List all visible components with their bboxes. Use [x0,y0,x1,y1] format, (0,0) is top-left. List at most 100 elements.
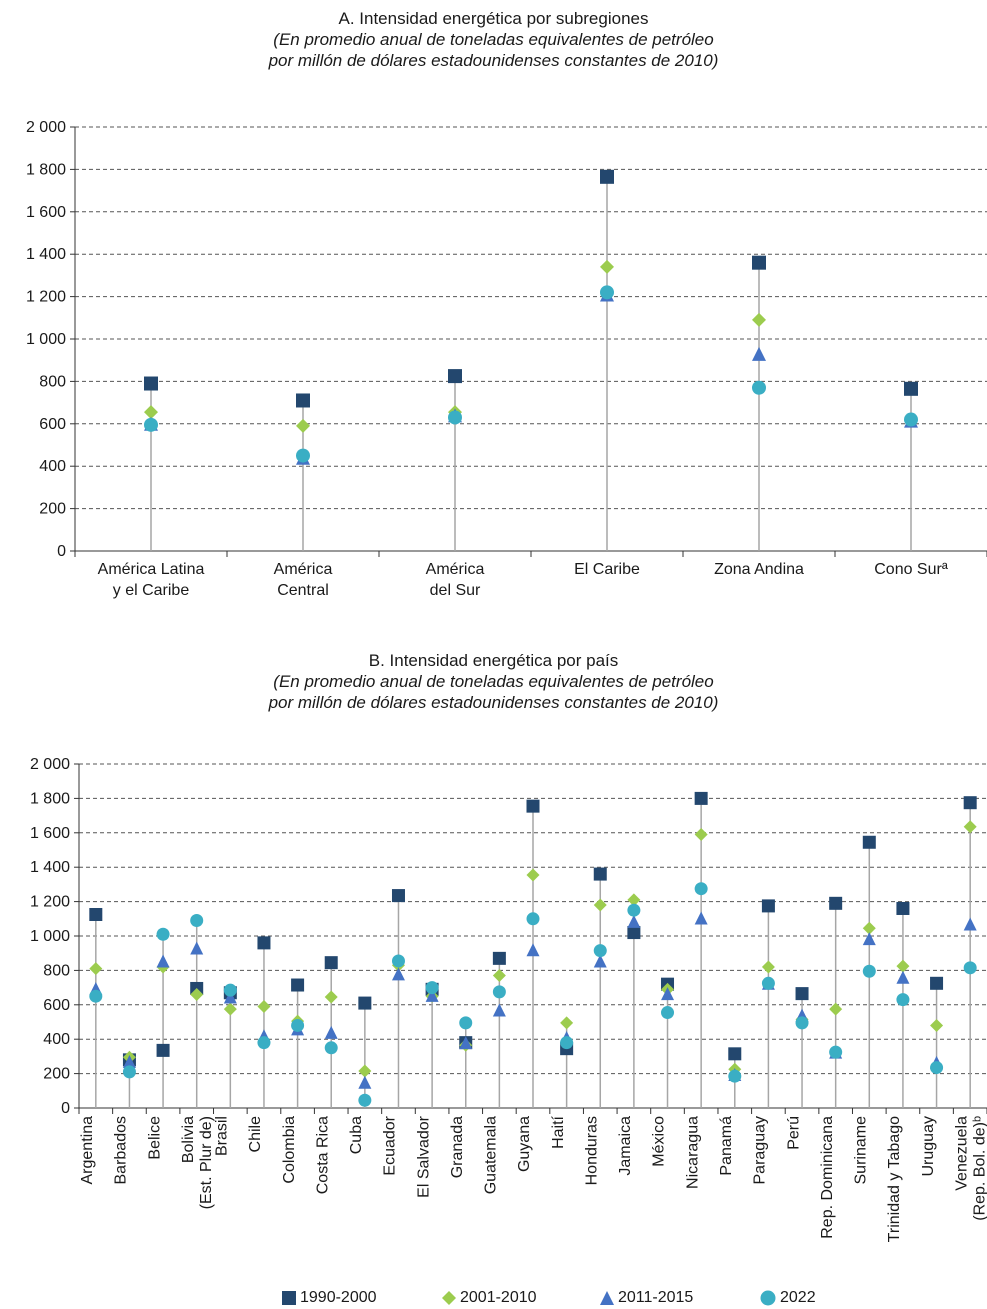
chart-b-category-label: Trinidad y Tabago [886,1116,903,1242]
chart-b-marker-2001-2010-guatemala [492,969,506,983]
chart-b-marker-2022-el-salvador [425,981,439,995]
chart-b-category-label: Haití [550,1115,567,1148]
chart-b-category-label: (Rep. Bol. de)ᵇ [971,1116,987,1221]
chart-b-marker-2022-barbados [122,1065,136,1079]
chart-b-category-label: Bolivia [180,1116,197,1163]
chart-b-marker-2001-2010-honduras [593,898,607,912]
chart-b-marker-1990-2000-peru [795,987,809,1001]
chart-a-category-label: Central [277,582,329,599]
chart-b-subtitle-line-1: (En promedio anual de toneladas equivale… [273,672,714,691]
chart-b-marker-2001-2010-venezuela [963,820,977,834]
chart-b-marker-2011-2015-nicaragua [694,911,708,925]
chart-a-category-label: del Sur [430,582,481,599]
chart-b-marker-2022-guatemala [492,985,506,999]
chart-b-marker-2022-honduras [593,944,607,958]
chart-b-marker-2011-2015-guyana [526,943,540,957]
chart-b-y-tick-label: 1 400 [30,859,70,876]
legend: 1990-2000 2001-2010 2011-2015 2022 [0,1287,987,1309]
chart-a-marker-1990-2000-cono-sur [904,381,918,396]
chart-b-category-label: Argentina [79,1116,96,1185]
chart-b-marker-2001-2010-suriname [862,921,876,935]
legend-item-2011-2015: 2011-2015 [600,1287,693,1309]
chart-b-marker-2001-2010-costa-rica [324,990,338,1004]
chart-b-category-label: Granada [449,1116,466,1178]
chart-a-y-tick-label: 800 [39,373,66,390]
chart-b-y-tick-label: 200 [43,1066,70,1083]
chart-b-marker-2022-suriname [862,964,876,978]
chart-b-marker-1990-2000-nicaragua [694,791,708,805]
chart-b-marker-2022-uruguay [930,1061,944,1075]
chart-a-subtitle-line-2: por millón de dólares estadounidenses co… [268,51,719,70]
chart-b-marker-2022-colombia [291,1018,305,1032]
chart-b-marker-2022-granada [459,1016,473,1030]
chart-b-marker-2022-jamaica [627,903,641,917]
chart-a-marker-2001-2010-el-caribe [600,259,614,274]
legend-diamond-marker [442,1291,456,1305]
chart-a-y-tick-label: 2 000 [26,119,66,136]
chart-b-marker-2022-paraguay [761,976,775,990]
chart-a-title-block: A. Intensidad energética por subregiones… [0,8,987,71]
chart-b-category-label: Nicaragua [684,1116,701,1189]
chart-a-marker-2022-el-caribe [600,285,614,300]
chart-b-marker-2022-panama [728,1069,742,1083]
chart-b-marker-2011-2015-jamaica [627,914,641,928]
chart-b-marker-2022-nicaragua [694,882,708,896]
chart-b-category-label: Perú [785,1116,802,1150]
chart-b-marker-2011-2015-trinidad-y-tabago [896,970,910,984]
chart-a-marker-2011-2015-zona-andina [752,346,766,361]
chart-b-marker-2022-peru [795,1016,809,1030]
chart-b-category-label: Uruguay [920,1116,937,1176]
chart-b-marker-2011-2015-granada [459,1036,473,1050]
chart-a-marker-2022-america-latina [144,417,158,432]
chart-a-marker-1990-2000-zona-andina [752,255,766,270]
legend-item-2001-2010: 2001-2010 [442,1287,537,1309]
chart-b-category-label: Honduras [583,1116,600,1185]
chart-b-marker-1990-2000-cuba [358,996,372,1010]
chart-b-marker-2011-2015-costa-rica [324,1025,338,1039]
chart-b-marker-2001-2010-rep-dominicana [829,1002,843,1016]
chart-b-marker-2001-2010-brasil [223,1002,237,1016]
chart-a-marker-1990-2000-america [296,393,310,408]
chart-b-y-tick-label: 2 000 [30,756,70,773]
chart-b-marker-2001-2010-argentina [89,962,103,976]
chart-b-y-tick-label: 1 600 [30,825,70,842]
chart-b-category-label: (Est. Plur de) [198,1116,215,1209]
chart-b-marker-2011-2015-barbados [122,1055,136,1069]
chart-b-marker-2022-cuba [358,1093,372,1107]
chart-b-marker-1990-2000-trinidad-y-tabago [896,901,910,915]
chart-b-marker-2011-2015-honduras [593,954,607,968]
chart-a-y-tick-label: 1 400 [26,246,66,263]
chart-b-marker-2011-2015-suriname [862,932,876,946]
chart-a-category-label: América [426,561,485,578]
chart-b-y-tick-label: 1 000 [30,928,70,945]
chart-b-marker-1990-2000-rep-dominicana [829,896,843,910]
chart-b-y-tick-label: 0 [61,1100,70,1117]
chart-a-y-tick-label: 1 000 [26,331,66,348]
chart-b-category-label: Barbados [113,1116,130,1185]
chart-b-category-label: Paraguay [752,1116,769,1185]
chart-b-marker-2022-chile [257,1036,271,1050]
chart-b-category-label: Rep. Dominicana [819,1116,836,1239]
chart-b-marker-1990-2000-chile [257,936,271,950]
chart-b-marker-1990-2000-panama [728,1047,742,1061]
chart-b-marker-2001-2010-paraguay [761,960,775,974]
chart-a-y-tick-label: 200 [39,501,66,518]
chart-a-marker-2022-zona-andina [752,380,766,395]
chart-b-marker-2022-argentina [89,989,103,1003]
chart-b-category-label: Brasil [214,1116,231,1156]
chart-b-marker-1990-2000-colombia [291,978,305,992]
chart-a-category-label: América [274,561,333,578]
chart-a-title: A. Intensidad energética por subregiones [338,9,649,28]
chart-a-category-label: Zona Andina [714,561,804,578]
chart-b-marker-2011-2015-brasil [223,990,237,1004]
chart-a-y-tick-label: 0 [57,543,66,560]
chart-a-y-tick-label: 1 200 [26,289,66,306]
chart-b-marker-2011-2015-cuba [358,1075,372,1089]
chart-a-subtitle-line-1: (En promedio anual de toneladas equivale… [273,30,714,49]
chart-a-marker-2022-america [296,448,310,463]
chart-b-marker-2011-2015-guatemala [492,1003,506,1017]
legend-label-1990-2000: 1990-2000 [300,1289,377,1306]
chart-b-y-tick-label: 1 800 [30,790,70,807]
chart-a-marker-1990-2000-el-caribe [600,169,614,184]
chart-b-marker-2022-belice [156,927,170,941]
